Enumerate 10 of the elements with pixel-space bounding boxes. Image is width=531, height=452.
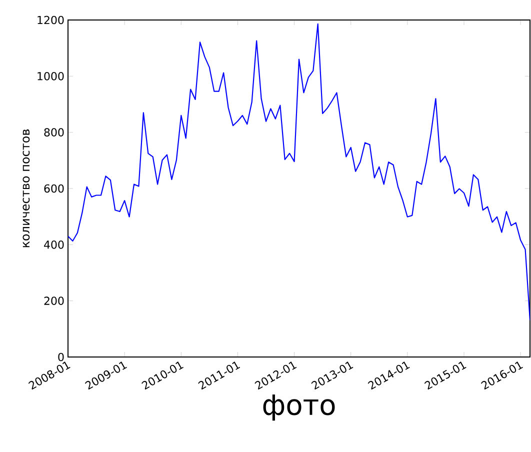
y-tick-label: 1200 <box>38 16 64 24</box>
y-tick-label: 600 <box>44 184 64 193</box>
y-tick-label: 800 <box>44 128 64 136</box>
line-series <box>68 23 530 321</box>
y-tick-label: 1000 <box>38 72 64 80</box>
y-axis-title: количество постов <box>22 129 30 248</box>
y-tick-label: 400 <box>44 240 64 249</box>
y-tick-label: 200 <box>44 296 64 305</box>
x-axis-title: фото <box>263 394 335 421</box>
y-tick-label: 0 <box>58 352 64 362</box>
